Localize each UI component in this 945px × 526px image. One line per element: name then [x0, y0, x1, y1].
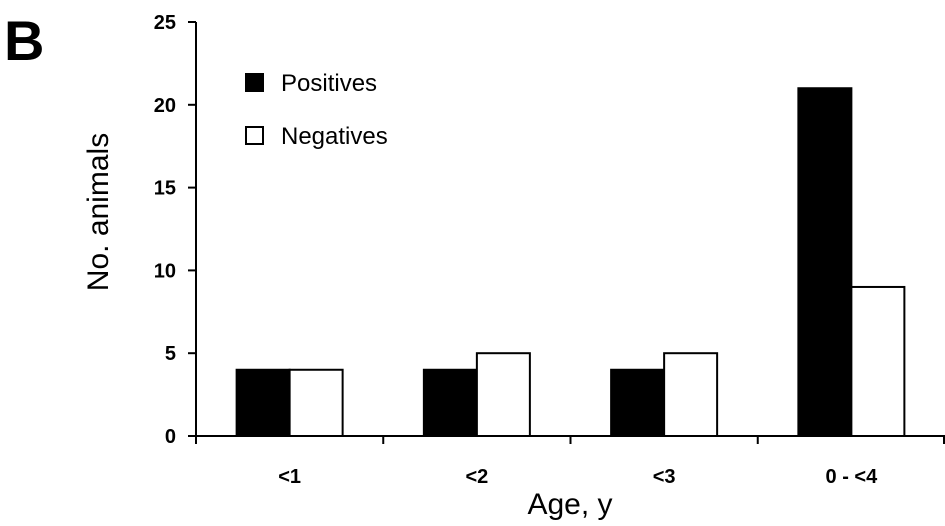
bar-positives-1 — [422, 368, 478, 438]
y-tick-label: 10 — [154, 260, 176, 282]
bar-positives-3 — [797, 87, 853, 438]
bar-negatives-1 — [475, 352, 531, 438]
bars — [235, 87, 906, 438]
x-tick-label: <3 — [653, 466, 676, 488]
y-tick-label: 5 — [165, 343, 176, 365]
bar-positives-2 — [610, 368, 666, 438]
legend: Positives Negatives — [245, 70, 388, 150]
y-tick-label: 0 — [165, 426, 176, 448]
bar-negatives-0 — [288, 368, 344, 438]
x-axis-ticks: <1 <2 <3 0 - <4 — [195, 436, 945, 488]
legend-label-negatives: Negatives — [281, 123, 388, 150]
x-tick-label: 0 - <4 — [826, 466, 879, 488]
x-tick-label: <1 — [278, 466, 301, 488]
y-tick-label: 15 — [154, 178, 176, 200]
bar-positives-0 — [235, 368, 291, 438]
legend-swatch-negatives — [245, 126, 264, 145]
y-axis-ticks: 0 5 10 15 20 25 — [154, 12, 196, 448]
x-tick-label: <2 — [465, 466, 488, 488]
y-axis-label: No. animals — [82, 133, 115, 291]
legend-swatch-positives — [245, 73, 264, 92]
legend-label-positives: Positives — [281, 70, 377, 97]
x-axis-label: Age, y — [527, 488, 612, 521]
panel-letter: B — [4, 9, 44, 72]
bar-negatives-2 — [663, 352, 719, 438]
bar-negatives-3 — [850, 285, 906, 437]
y-tick-label: 25 — [154, 12, 176, 34]
y-tick-label: 20 — [154, 95, 176, 117]
